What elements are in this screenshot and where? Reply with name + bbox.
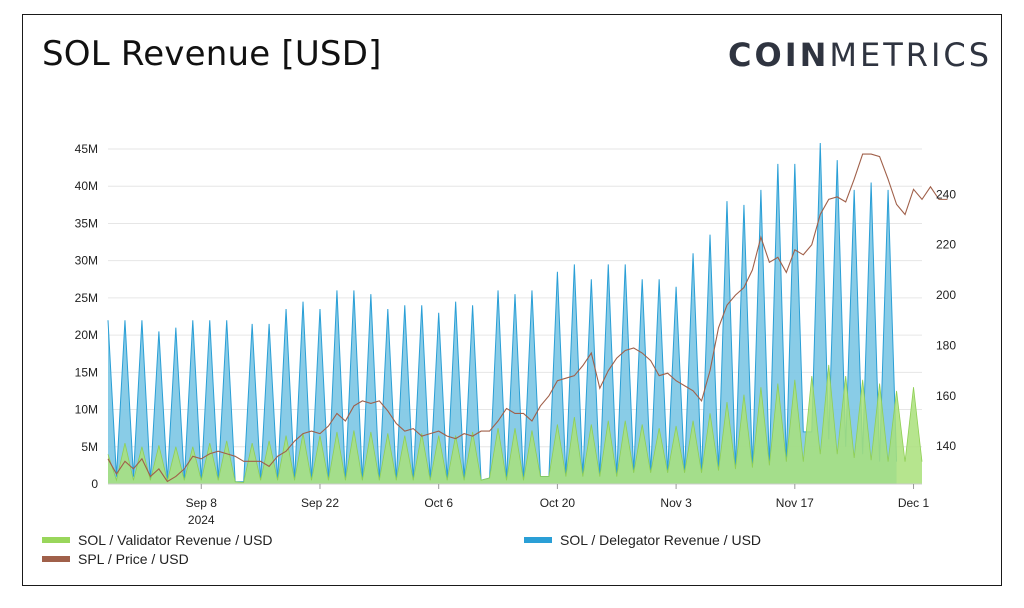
x-tick-label: Oct 6 (424, 496, 453, 510)
y-right-tick-label: 140 (936, 439, 956, 453)
legend-swatch-delegator (524, 537, 552, 543)
y-left-tick-label: 0 (91, 477, 98, 491)
x-tick-label: Oct 20 (540, 496, 576, 510)
price-line (107, 153, 948, 483)
y-left-tick-label: 5M (81, 440, 98, 454)
y-left-tick-label: 45M (75, 142, 98, 156)
x-tick-label: Sep 22 (301, 496, 339, 510)
y-left-tick-label: 10M (75, 403, 98, 417)
y-left-tick-label: 25M (75, 291, 98, 305)
y-left-tick-label: 40M (75, 179, 98, 193)
legend-delegator[interactable]: SOL / Delegator Revenue / USD (524, 532, 761, 548)
brand-bold: COIN (728, 36, 830, 74)
page-title: SOL Revenue [USD] (42, 34, 382, 74)
x-tick-sublabel: 2024 (188, 513, 215, 527)
y-right-tick-label: 200 (936, 288, 956, 302)
legend-validator[interactable]: SOL / Validator Revenue / USD (42, 532, 273, 548)
legend-label-validator: SOL / Validator Revenue / USD (78, 532, 273, 548)
validator-area (108, 364, 922, 484)
y-left-tick-label: 15M (75, 365, 98, 379)
x-tick-label: Nov 17 (776, 496, 814, 510)
x-axis: Sep 8 2024 Sep 22 Oct 6 Oct 20 Nov 3 Nov 17 Dec… (108, 483, 930, 527)
delegator-area (108, 143, 897, 485)
legend-swatch-price (42, 556, 70, 562)
y-right-tick-label: 180 (936, 338, 956, 352)
coinmetrics-logo: COINMETRICS (728, 36, 992, 74)
y-left-tick-label: 35M (75, 216, 98, 230)
y-right-tick-label: 160 (936, 389, 956, 403)
plot-area (107, 143, 948, 485)
y-left-tick-label: 30M (75, 254, 98, 268)
x-tick-label: Nov 3 (660, 496, 692, 510)
validator-line (107, 364, 923, 483)
legend-label-delegator: SOL / Delegator Revenue / USD (560, 532, 762, 548)
y-left-tick-label: 20M (75, 328, 98, 342)
x-tick-label: Dec 1 (898, 496, 930, 510)
legend-price[interactable]: SPL / Price / USD (42, 551, 189, 567)
y-right-tick-label: 240 (936, 187, 956, 201)
y-axis-left: 0 5M 10M 15M 20M 25M 30M 35M 40M 45M (75, 142, 99, 491)
x-tick-label: Sep 8 (186, 496, 218, 510)
brand-light: METRICS (829, 36, 993, 74)
y-axis-right: 140 160 180 200 220 240 (936, 187, 956, 453)
y-right-tick-label: 220 (936, 238, 956, 252)
legend-label-price: SPL / Price / USD (78, 551, 189, 567)
legend-swatch-validator (42, 537, 70, 543)
